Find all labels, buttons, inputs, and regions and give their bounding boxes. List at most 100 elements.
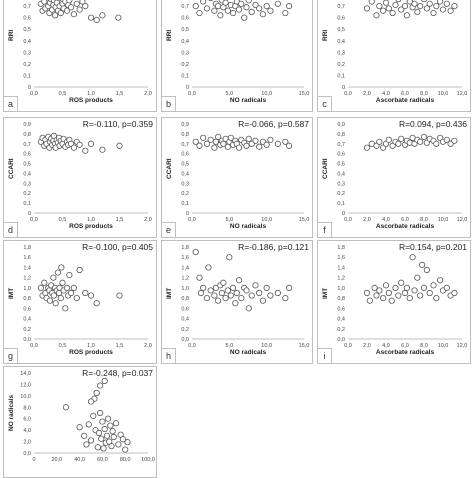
y-tick-label: 0,7: [181, 142, 189, 148]
x-axis-label: ROS products: [69, 349, 113, 356]
y-tick-label: 0,3: [23, 50, 31, 56]
data-point: [62, 404, 70, 411]
data-point: [392, 284, 399, 291]
data-point: [103, 432, 111, 439]
data-point: [401, 289, 409, 297]
y-axis-label: IMT: [8, 287, 15, 299]
data-point: [282, 9, 289, 17]
data-point: [101, 377, 108, 385]
data-point: [99, 12, 106, 19]
y-tick-label: 10,0: [20, 394, 31, 400]
data-point: [73, 0, 80, 7]
data-point: [54, 269, 62, 276]
y-tick-label: 0,8: [181, 296, 189, 302]
x-tick-label: 12,0: [457, 91, 468, 97]
x-tick-label: 0,0: [30, 343, 38, 349]
x-tick-label: 100,0: [141, 457, 155, 463]
data-point: [423, 5, 430, 12]
correlation-stat: R=0.154, p=0.201: [398, 242, 467, 252]
y-tick-label: 0,7: [337, 4, 345, 10]
data-point: [203, 5, 211, 12]
y-tick-label: 0,2: [337, 62, 345, 68]
data-point: [197, 289, 205, 297]
data-point: [414, 8, 421, 15]
data-point: [93, 300, 100, 307]
data-point: [243, 4, 250, 11]
x-tick-label: 12,0: [457, 217, 468, 223]
y-tick-label: 0,7: [23, 142, 31, 148]
data-point: [76, 141, 83, 148]
x-tick-label: 80,0: [120, 457, 131, 463]
data-point: [119, 436, 127, 443]
data-point: [218, 289, 225, 297]
data-point: [414, 274, 421, 281]
y-tick-label: 0,8: [181, 132, 189, 138]
data-point: [212, 138, 219, 145]
data-point: [76, 266, 83, 274]
data-point: [433, 295, 440, 302]
correlation-stat: R=-0.110, p=0.359: [82, 119, 153, 129]
data-point: [203, 140, 211, 147]
data-point: [85, 421, 92, 428]
data-point: [382, 0, 390, 6]
data-point: [398, 279, 405, 286]
x-tick-label: 8,0: [420, 91, 428, 97]
data-point: [363, 5, 371, 12]
y-tick-label: 1,4: [181, 265, 189, 271]
y-tick-label: 1,8: [181, 245, 189, 251]
scatter-panel-b: 00,10,20,30,40,50,60,70,80,05,010,015,0R…: [161, 0, 313, 112]
y-tick-label: 0,5: [337, 27, 345, 33]
data-point: [366, 297, 373, 304]
data-point: [256, 5, 263, 12]
data-point: [203, 295, 211, 302]
data-point: [274, 0, 281, 7]
data-point: [215, 297, 222, 304]
y-tick-label: 0,6: [23, 152, 31, 158]
data-point: [267, 136, 274, 143]
data-point: [392, 1, 399, 9]
data-point: [263, 3, 270, 10]
data-point: [451, 3, 458, 10]
data-point: [224, 287, 231, 294]
data-point: [73, 295, 80, 302]
x-axis-label: ROS products: [69, 97, 113, 104]
x-tick-label: 4,0: [382, 343, 390, 349]
y-tick-label: 0,4: [337, 317, 345, 323]
correlation-stat: R=-0.066, p=0.587: [238, 119, 309, 129]
data-point: [419, 261, 426, 268]
data-point: [447, 7, 454, 14]
data-point: [222, 0, 229, 6]
data-point: [263, 141, 270, 148]
x-axis-label: ROS products: [69, 223, 113, 230]
x-tick-label: 0: [32, 457, 35, 463]
panel-letter: d: [4, 222, 18, 237]
data-point: [108, 443, 115, 450]
data-point: [363, 144, 371, 151]
scatter-panel-g: 0,0 0,2 0,4 0,6 0,8 1,0 1,2 1,4 1,6 1,8 0,0 0,5 1,0 1…: [3, 240, 157, 364]
x-tick-label: 12,0: [457, 343, 468, 349]
x-tick-label: 4,0: [382, 217, 390, 223]
y-tick-label: 0,5: [23, 27, 31, 33]
data-point: [94, 444, 101, 451]
data-point: [76, 424, 83, 431]
x-tick-label: 10,0: [438, 91, 449, 97]
data-point: [70, 144, 78, 151]
y-tick-label: 0,2: [23, 327, 31, 333]
data-point: [109, 428, 116, 435]
data-point: [423, 266, 430, 274]
chart-svg: 00,10,20,30,40,50,60,70,80,05,010,015,0: [181, 0, 310, 97]
data-point: [211, 144, 218, 151]
x-tick-label: 0,5: [59, 343, 67, 349]
y-tick-label: 0,9: [181, 122, 189, 128]
chart-svg: 0,0 0,2 0,4 0,6 0,8 1,0 1,2 1,4 1,6 1,8 0,0 2,0 4,0 6…: [337, 245, 468, 349]
x-tick-label: 15,0: [299, 91, 310, 97]
y-tick-label: 0,5: [337, 162, 345, 168]
x-tick-label: 2,0: [144, 343, 152, 349]
y-axis-label: IMT: [166, 287, 173, 299]
chart-svg: 00,10,20,30,40,50,60,70,80,00,51,01,52,0: [23, 0, 152, 97]
y-tick-label: 0,3: [337, 50, 345, 56]
data-point: [385, 136, 392, 143]
data-point: [192, 249, 199, 256]
y-tick-label: 0,6: [337, 152, 345, 158]
data-point: [200, 0, 207, 5]
